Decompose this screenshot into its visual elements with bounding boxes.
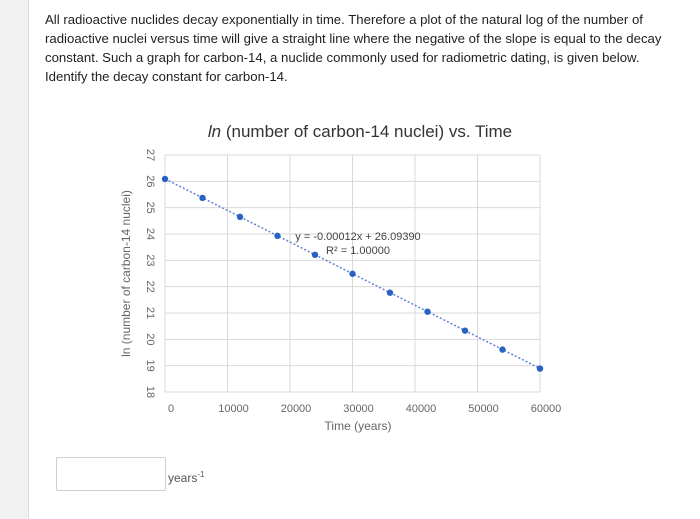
unit-base: years (168, 471, 198, 485)
chart-title-ln: ln (207, 122, 222, 141)
y-tick-label: 19 (144, 360, 156, 372)
question-card (28, 0, 700, 519)
y-axis-title: ln (number of carbon-14 nuclei) (119, 190, 133, 357)
y-tick-label: 22 (144, 281, 156, 293)
x-tick-label: 10000 (218, 403, 249, 415)
y-tick-label: 23 (144, 254, 156, 266)
data-point (536, 365, 544, 372)
data-point (386, 289, 394, 296)
data-point (499, 346, 506, 353)
y-tick-label: 26 (144, 175, 156, 187)
x-axis-title: Time (years) (325, 419, 392, 433)
y-tick-label: 25 (144, 202, 156, 214)
answer-unit: years-1 (168, 470, 204, 485)
r-squared-label: R² = 1.00000 (326, 245, 390, 257)
data-point (311, 251, 319, 259)
data-point (199, 194, 206, 202)
y-tick-label: 21 (144, 307, 156, 319)
x-tick-label: 40000 (406, 403, 437, 415)
x-tick-label: 20000 (281, 403, 312, 415)
question-text: All radioactive nuclides decay exponenti… (45, 12, 662, 84)
x-tick-label: 50000 (468, 403, 499, 415)
answer-input[interactable] (56, 457, 166, 491)
trendline-equation: y = -0.00012x + 26.09390 (295, 231, 420, 243)
y-tick-label: 27 (144, 149, 156, 161)
x-tick-label: 30000 (343, 403, 374, 415)
y-tick-label: 20 (144, 333, 156, 345)
data-point (424, 308, 431, 315)
chart-title: ln (number of carbon-14 nuclei) vs. Time (160, 122, 560, 142)
chart-title-rest: (number of carbon-14 nuclei) vs. Time (221, 122, 513, 141)
data-point (236, 213, 244, 221)
y-tick-label: 18 (144, 386, 156, 398)
data-point (349, 270, 356, 277)
y-tick-label: 24 (144, 228, 156, 240)
x-tick-label: 0 (168, 403, 174, 415)
data-point (461, 327, 469, 334)
data-point (274, 232, 281, 240)
x-tick-label: 60000 (531, 403, 562, 415)
unit-exponent: -1 (197, 470, 205, 479)
data-point (161, 175, 169, 183)
